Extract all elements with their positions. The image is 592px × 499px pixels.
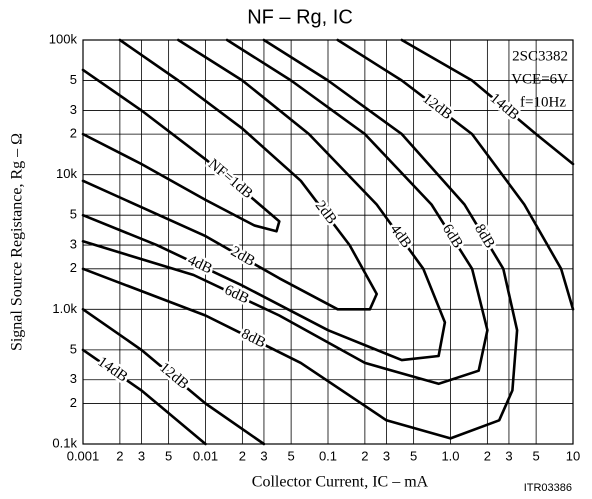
x-tick-label: 10 — [566, 448, 580, 463]
y-tick-label: 1.0k — [52, 301, 77, 316]
annotation: ITR03386 — [524, 482, 572, 494]
y-tick-label: 3 — [70, 237, 77, 252]
y-tick-label: 2 — [70, 260, 77, 275]
contour-line — [81, 68, 281, 233]
contour-line — [81, 38, 378, 311]
y-tick-label: 3 — [70, 102, 77, 117]
y-tick-label: 2 — [70, 395, 77, 410]
x-tick-label: 5 — [410, 448, 417, 463]
x-axis-label: Collector Current, IC – mA — [252, 474, 429, 491]
annotation: VCE=6V — [511, 71, 568, 87]
x-tick-label: 2 — [361, 448, 368, 463]
x-tick-label: 2 — [239, 448, 246, 463]
x-tick-label: 5 — [288, 448, 295, 463]
x-tick-label: 3 — [260, 448, 267, 463]
contour-label: NF=1dB — [205, 156, 256, 202]
y-tick-label: 5 — [70, 72, 77, 87]
y-tick-label: 0.1k — [52, 435, 77, 450]
x-tick-label: 5 — [533, 448, 540, 463]
x-tick-label: 5 — [165, 448, 172, 463]
x-tick-label: 0.1 — [319, 448, 337, 463]
contour-line — [81, 38, 519, 440]
contour-label: 6dB — [222, 282, 251, 307]
x-tick-label: 2 — [116, 448, 123, 463]
y-tick-label: 5 — [70, 207, 77, 222]
annotation: 2SC3382 — [512, 48, 568, 64]
contour-line — [81, 38, 489, 386]
x-tick-label: 3 — [138, 448, 145, 463]
annotation: f=10Hz — [520, 94, 566, 110]
x-tick-label: 0.001 — [67, 448, 100, 463]
x-tick-label: 0.01 — [193, 448, 218, 463]
contour-label: 2dB — [228, 244, 258, 270]
y-tick-label: 2 — [70, 126, 77, 141]
y-axis-label: Signal Source Registance, Rg – Ω — [9, 133, 26, 351]
x-tick-label: 1.0 — [441, 448, 459, 463]
contour-label: 8dB — [471, 222, 498, 252]
y-tick-label: 3 — [70, 371, 77, 386]
x-tick-label: 3 — [383, 448, 390, 463]
contour-line — [81, 38, 575, 446]
contour-line — [81, 38, 447, 362]
contour-line — [81, 38, 575, 446]
y-tick-label: 100k — [49, 31, 78, 46]
x-tick-label: 2 — [484, 448, 491, 463]
x-tick-label: 3 — [505, 448, 512, 463]
chart-title: NF – Rg, IC — [247, 6, 353, 28]
y-tick-label: 10k — [56, 166, 77, 181]
contour-label: 6dB — [439, 222, 466, 252]
y-tick-label: 5 — [70, 341, 77, 356]
contour-label: 14dB — [95, 354, 131, 386]
